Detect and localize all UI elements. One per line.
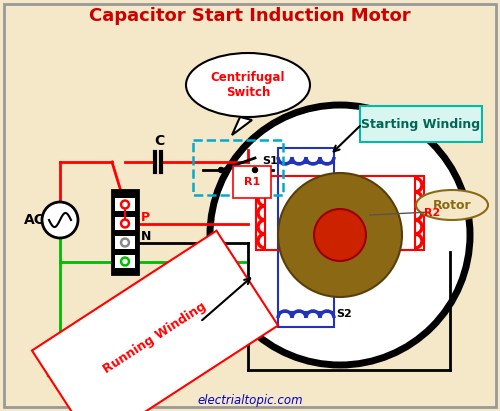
Text: R2: R2	[424, 208, 440, 218]
Circle shape	[252, 168, 258, 173]
FancyBboxPatch shape	[115, 255, 135, 268]
FancyBboxPatch shape	[360, 106, 482, 142]
Circle shape	[120, 257, 130, 266]
Text: Rotor: Rotor	[432, 199, 472, 212]
Circle shape	[42, 202, 78, 238]
FancyBboxPatch shape	[115, 198, 135, 211]
Text: P: P	[141, 210, 150, 224]
Ellipse shape	[416, 190, 488, 220]
Text: R1: R1	[244, 177, 260, 187]
Polygon shape	[232, 117, 252, 135]
Circle shape	[120, 219, 130, 228]
Text: Capacitor Start Induction Motor: Capacitor Start Induction Motor	[89, 7, 411, 25]
Text: electrialtopic.com: electrialtopic.com	[197, 393, 303, 406]
Circle shape	[123, 203, 127, 206]
FancyBboxPatch shape	[4, 4, 496, 407]
Circle shape	[120, 238, 130, 247]
Circle shape	[123, 259, 127, 263]
FancyBboxPatch shape	[115, 217, 135, 230]
Circle shape	[314, 209, 366, 261]
Circle shape	[120, 200, 130, 209]
Circle shape	[278, 173, 402, 297]
Circle shape	[218, 168, 224, 173]
Ellipse shape	[186, 53, 310, 117]
Text: C: C	[154, 134, 164, 148]
Text: S2: S2	[336, 309, 352, 319]
FancyBboxPatch shape	[115, 236, 135, 249]
Text: N: N	[141, 229, 152, 242]
Text: Starting Winding: Starting Winding	[362, 118, 480, 131]
Circle shape	[123, 240, 127, 245]
Text: Running Winding: Running Winding	[101, 300, 209, 376]
Text: Centrifugal
Switch: Centrifugal Switch	[211, 71, 285, 99]
FancyBboxPatch shape	[112, 190, 138, 274]
Text: AC: AC	[24, 213, 44, 227]
Text: GND: GND	[76, 375, 104, 385]
Circle shape	[123, 222, 127, 226]
Text: S1: S1	[262, 156, 278, 166]
Circle shape	[210, 105, 470, 365]
